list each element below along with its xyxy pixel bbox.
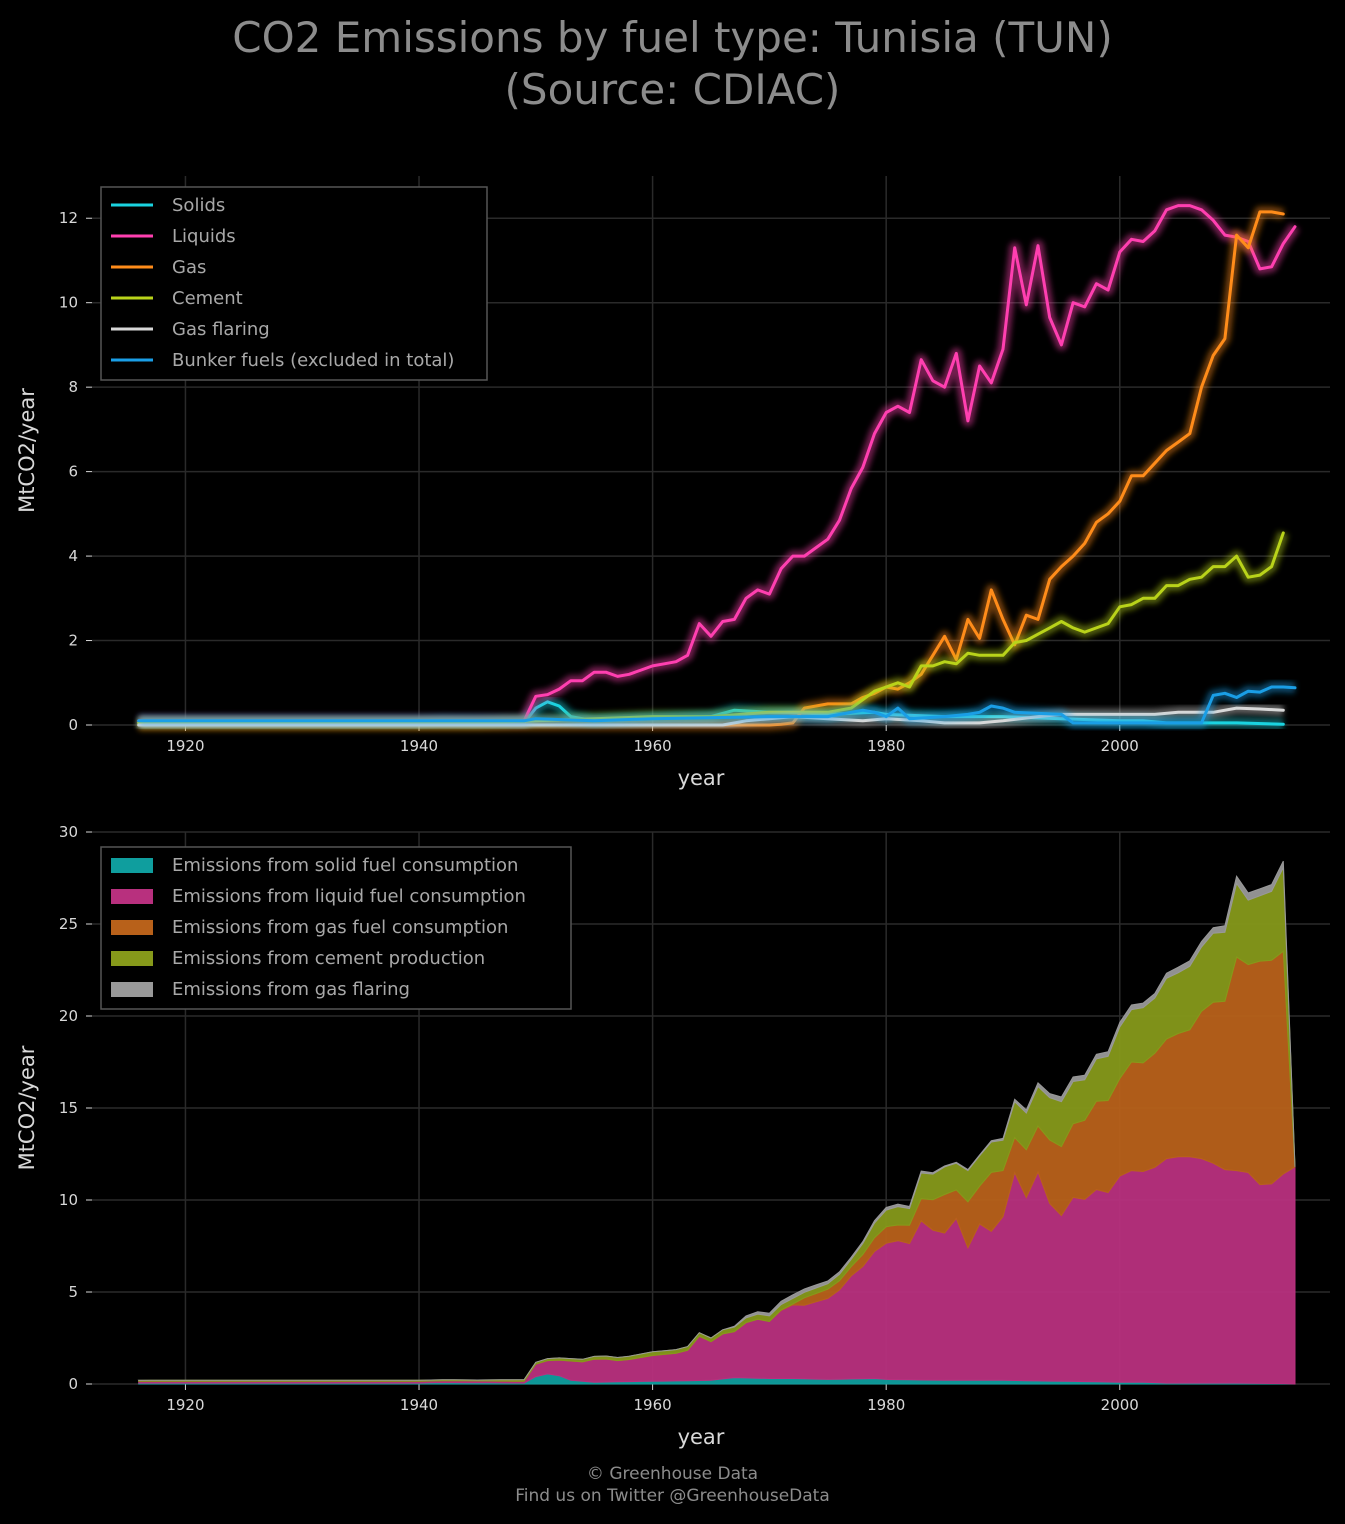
stacked-area <box>137 860 1296 1381</box>
legend-label: Gas <box>172 257 206 278</box>
legend-label: Emissions from solid fuel consumption <box>172 855 518 876</box>
legend-label: Emissions from liquid fuel consumption <box>172 886 526 907</box>
legend-label: Emissions from gas flaring <box>172 979 410 1000</box>
legend-box <box>100 186 488 381</box>
legend-label: Emissions from gas fuel consumption <box>172 917 508 938</box>
stacked-area-chart: 1920 1940 1960 1980 2000 0 5 10 15 20 25 30 year MtCO… <box>15 823 1330 1449</box>
legend-label: Liquids <box>172 226 236 247</box>
legend-swatch <box>111 920 153 935</box>
x-axis-title: year <box>678 1425 725 1449</box>
credits: © Greenhouse Data Find us on Twitter @Gr… <box>0 1463 1345 1507</box>
legend-swatch <box>111 951 153 966</box>
y-tick-label: 4 <box>68 547 78 565</box>
x-tick-label: 1960 <box>634 1396 672 1414</box>
x-tick-label: 1920 <box>166 1396 204 1414</box>
y-tick-label: 0 <box>68 716 78 734</box>
x-axis-title: year <box>678 766 725 790</box>
credits-line1: © Greenhouse Data <box>586 1464 759 1484</box>
y-tick-label: 6 <box>68 463 78 481</box>
legend-label: Gas flaring <box>172 319 270 340</box>
legend-label: Emissions from cement production <box>172 948 485 969</box>
chart-title-line2: (Source: CDIAC) <box>504 65 841 114</box>
y-tick-label: 10 <box>59 1191 78 1209</box>
y-tick-label: 12 <box>59 209 78 227</box>
legend-swatch <box>111 858 153 873</box>
series-line <box>137 685 1297 725</box>
y-axis-title: MtCO2/year <box>15 388 39 513</box>
legend-swatch <box>111 982 153 997</box>
y-axis-title: MtCO2/year <box>15 1045 39 1170</box>
x-tick-label: 1920 <box>166 737 204 755</box>
y-tick-label: 20 <box>59 1007 78 1025</box>
chart-title-line1: CO2 Emissions by fuel type: Tunisia (TUN… <box>232 13 1113 62</box>
line-chart: 1920 1940 1960 1980 2000 0 2 4 6 8 10 12 year MtCO2/y… <box>15 176 1330 790</box>
stacked-areas <box>137 860 1296 1385</box>
y-tick-label: 15 <box>59 1099 78 1117</box>
legend-label: Solids <box>172 195 225 216</box>
x-tick-label: 2000 <box>1101 737 1139 755</box>
y-tick-label: 2 <box>68 632 78 650</box>
x-tick-label: 1980 <box>867 1396 905 1414</box>
legend-swatch <box>111 889 153 904</box>
tick-labels: 1920 1940 1960 1980 2000 0 5 10 15 20 25 30 <box>59 823 1139 1414</box>
legend-box <box>100 846 572 1010</box>
x-tick-label: 2000 <box>1101 1396 1139 1414</box>
y-tick-label: 5 <box>68 1283 78 1301</box>
chart-title: CO2 Emissions by fuel type: Tunisia (TUN… <box>0 12 1345 116</box>
y-tick-label: 25 <box>59 915 78 933</box>
legend-label: Bunker fuels (excluded in total) <box>172 350 454 371</box>
y-tick-label: 30 <box>59 823 78 841</box>
y-tick-label: 10 <box>59 294 78 312</box>
legend: Emissions from solid fuel consumption Emi… <box>100 846 572 1010</box>
y-tick-label: 8 <box>68 378 78 396</box>
x-tick-label: 1940 <box>400 737 438 755</box>
series-line <box>137 204 1297 723</box>
tick-labels: 1920 1940 1960 1980 2000 0 2 4 6 8 10 12 <box>59 209 1139 755</box>
credits-line2: Find us on Twitter @GreenhouseData <box>515 1486 830 1506</box>
x-tick-label: 1980 <box>867 737 905 755</box>
y-tick-label: 0 <box>68 1375 78 1393</box>
x-tick-label: 1960 <box>634 737 672 755</box>
legend: Solids Liquids Gas Cement Gas flaring Bunker … <box>100 186 488 381</box>
x-tick-label: 1940 <box>400 1396 438 1414</box>
legend-label: Cement <box>172 288 243 309</box>
stacked-area <box>138 1156 1296 1385</box>
series-lines <box>137 200 1300 731</box>
